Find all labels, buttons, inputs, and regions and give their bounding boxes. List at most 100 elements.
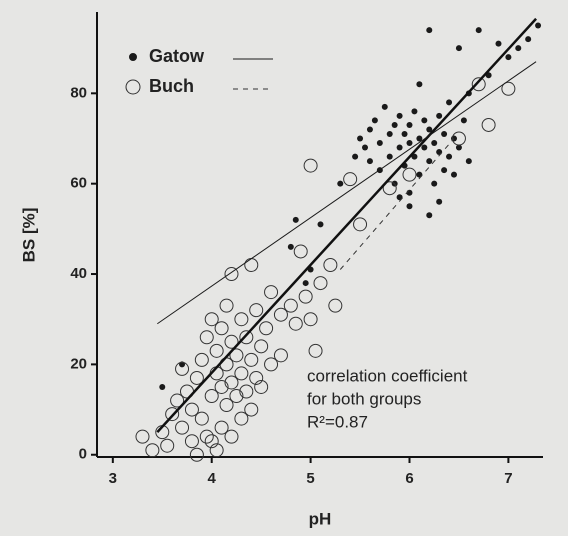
point bbox=[209, 443, 224, 458]
point bbox=[416, 81, 423, 88]
point bbox=[396, 144, 403, 151]
point bbox=[283, 298, 298, 313]
point bbox=[446, 153, 453, 160]
point bbox=[234, 366, 249, 381]
point bbox=[421, 144, 428, 151]
point bbox=[244, 257, 259, 272]
point bbox=[170, 393, 185, 408]
point bbox=[406, 140, 413, 147]
y-axis-label: BS [%] bbox=[19, 208, 38, 263]
point bbox=[229, 348, 244, 363]
point bbox=[431, 180, 438, 187]
point bbox=[361, 144, 368, 151]
point bbox=[303, 312, 318, 327]
x-tick-label: 6 bbox=[405, 470, 413, 487]
point bbox=[224, 429, 239, 444]
point bbox=[357, 135, 364, 142]
point bbox=[224, 375, 239, 390]
point bbox=[471, 77, 486, 92]
point bbox=[421, 117, 428, 124]
point bbox=[184, 434, 199, 449]
point bbox=[189, 370, 204, 385]
point bbox=[244, 352, 259, 367]
point bbox=[402, 167, 417, 182]
y-tick-label: 40 bbox=[70, 265, 87, 282]
point bbox=[426, 126, 433, 133]
point bbox=[160, 438, 175, 453]
point bbox=[416, 135, 423, 142]
legend-marker bbox=[125, 79, 141, 95]
point bbox=[189, 447, 204, 462]
y-tick-label: 20 bbox=[70, 355, 87, 372]
point bbox=[254, 339, 269, 354]
point bbox=[249, 370, 264, 385]
x-tick-label: 5 bbox=[306, 470, 314, 487]
point bbox=[475, 27, 482, 34]
point bbox=[308, 343, 323, 358]
point bbox=[446, 99, 453, 106]
point bbox=[481, 117, 496, 132]
point bbox=[249, 303, 264, 318]
point bbox=[460, 117, 467, 124]
point bbox=[159, 383, 166, 390]
point bbox=[501, 81, 516, 96]
point bbox=[287, 243, 294, 250]
annotation: for both groups bbox=[307, 389, 421, 408]
point bbox=[352, 153, 359, 160]
point bbox=[302, 280, 309, 287]
point bbox=[328, 298, 343, 313]
point bbox=[436, 149, 443, 156]
annotation: correlation coefficient bbox=[307, 366, 468, 385]
point bbox=[386, 130, 393, 137]
point bbox=[224, 267, 239, 282]
point bbox=[386, 153, 393, 160]
point bbox=[209, 343, 224, 358]
point bbox=[194, 411, 209, 426]
point bbox=[293, 244, 308, 259]
point bbox=[317, 221, 324, 228]
point bbox=[214, 420, 229, 435]
point bbox=[451, 131, 466, 146]
point bbox=[376, 140, 383, 147]
x-tick-label: 3 bbox=[109, 470, 117, 487]
point bbox=[239, 330, 254, 345]
x-tick-label: 4 bbox=[208, 470, 217, 487]
point bbox=[495, 40, 502, 47]
point bbox=[204, 389, 219, 404]
point bbox=[288, 316, 303, 331]
point bbox=[239, 384, 254, 399]
point bbox=[343, 172, 358, 187]
point bbox=[175, 361, 190, 376]
point bbox=[411, 108, 418, 115]
point bbox=[165, 407, 180, 422]
point bbox=[264, 285, 279, 300]
x-axis-label: pH bbox=[309, 509, 332, 528]
point bbox=[366, 126, 373, 133]
point bbox=[145, 443, 160, 458]
y-tick-label: 0 bbox=[79, 446, 87, 463]
point bbox=[353, 217, 368, 232]
point bbox=[371, 117, 378, 124]
point bbox=[214, 321, 229, 336]
point bbox=[515, 45, 522, 52]
point bbox=[234, 312, 249, 327]
fit-line bbox=[339, 138, 455, 270]
point bbox=[244, 402, 259, 417]
point bbox=[337, 180, 344, 187]
point bbox=[229, 389, 244, 404]
point bbox=[426, 212, 433, 219]
point bbox=[264, 357, 279, 372]
legend-marker bbox=[129, 53, 137, 61]
point bbox=[401, 130, 408, 137]
legend-label: Buch bbox=[149, 76, 194, 96]
point bbox=[224, 334, 239, 349]
point bbox=[406, 203, 413, 210]
point bbox=[441, 167, 448, 174]
point bbox=[436, 112, 443, 119]
point bbox=[194, 352, 209, 367]
point bbox=[303, 158, 318, 173]
point bbox=[416, 171, 423, 178]
point bbox=[436, 198, 443, 205]
point bbox=[535, 22, 542, 29]
